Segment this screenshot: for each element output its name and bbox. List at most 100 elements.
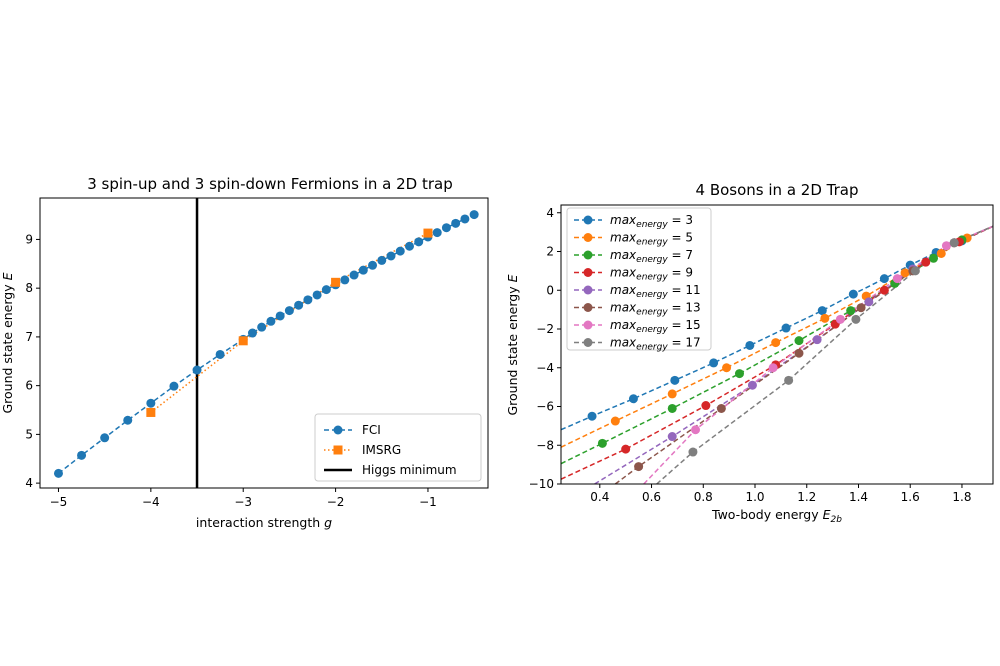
- fci-point: [77, 450, 87, 460]
- boson-point-3: [879, 274, 889, 284]
- boson-point-3: [745, 340, 755, 350]
- boson-point-13: [716, 403, 726, 413]
- boson-legend-marker-9: [583, 268, 593, 277]
- fermion-x-tick-label: −5: [50, 495, 68, 509]
- fci-point: [377, 255, 387, 265]
- boson-y-ticks: −10 −8 −6 −4 −2 0 2 4: [529, 206, 561, 491]
- boson-y-tick-label: −10: [529, 477, 554, 491]
- boson-legend-marker-5: [583, 233, 593, 242]
- fermion-x-axis-label: interaction strength g: [196, 515, 332, 530]
- boson-legend-value: = 3: [668, 213, 693, 227]
- imsrg-point: [331, 277, 341, 287]
- boson-point-3: [709, 358, 719, 368]
- boson-point-5: [771, 338, 781, 348]
- imsrg-point: [146, 407, 156, 417]
- fermion-x-axis-var: g: [324, 515, 332, 530]
- legend-fci-label: FCI: [362, 423, 381, 437]
- fermion-legend-box: [314, 413, 482, 482]
- boson-point-3: [587, 411, 597, 421]
- fermion-x-tick-label: −4: [142, 495, 160, 509]
- boson-point-3: [628, 394, 638, 404]
- boson-legend-label-11: maxenergy = 11: [610, 283, 701, 300]
- boson-legend-label-3: maxenergy = 3: [610, 213, 693, 230]
- boson-legend-value: = 15: [668, 318, 701, 332]
- boson-plot-area: [561, 225, 993, 484]
- boson-x-tick-label: 1.4: [849, 490, 868, 504]
- boson-point-7: [794, 336, 804, 346]
- fermion-x-ticks: −5 −4 −3 −2 −1: [50, 488, 437, 509]
- fci-point: [358, 265, 368, 275]
- fermion-axes-frame: [39, 197, 489, 489]
- fci-point: [215, 349, 225, 359]
- boson-legend-sub: energy: [636, 325, 668, 335]
- boson-point-11: [747, 380, 757, 390]
- boson-y-tick-label: 2: [546, 245, 554, 259]
- boson-legend-sub: energy: [636, 308, 668, 318]
- boson-y-tick-label: 4: [546, 206, 554, 220]
- boson-point-13: [794, 348, 804, 358]
- fci-point: [432, 228, 442, 238]
- boson-point-7: [734, 369, 744, 379]
- boson-point-17: [851, 314, 861, 324]
- boson-legend-value: = 11: [668, 283, 701, 297]
- boson-x-axis-sub: 2b: [831, 515, 843, 525]
- fci-point: [404, 241, 414, 251]
- fermion-x-tick-label: −2: [327, 495, 345, 509]
- boson-point-15: [892, 274, 902, 284]
- fci-point: [146, 398, 156, 408]
- boson-point-17: [949, 238, 959, 248]
- boson-point-17: [688, 447, 698, 457]
- boson-point-15: [768, 363, 778, 373]
- boson-legend-label-5: maxenergy = 5: [610, 231, 693, 248]
- boson-point-3: [670, 375, 680, 385]
- boson-axes-frame: [560, 204, 994, 485]
- fci-point: [349, 270, 359, 280]
- boson-point-5: [610, 416, 620, 426]
- boson-x-axis-label: Two-body energy E2b: [711, 507, 842, 525]
- boson-legend-var: max: [610, 301, 637, 315]
- fci-point: [441, 223, 451, 233]
- boson-legend-var: max: [610, 266, 637, 280]
- fermion-x-axis-label-text: interaction strength: [196, 515, 320, 530]
- fci-point: [266, 316, 276, 326]
- fci-point: [451, 218, 461, 228]
- boson-legend-sub: energy: [636, 238, 668, 248]
- fermion-y-ticks: 4 5 6 7 8 9: [25, 232, 40, 490]
- boson-x-tick-label: 1.8: [952, 490, 971, 504]
- fci-point: [247, 328, 257, 338]
- boson-y-axis-label-text: Ground state energy: [505, 286, 520, 416]
- fermion-y-tick-label: 7: [25, 330, 33, 344]
- boson-legend-label-17: maxenergy = 17: [610, 336, 701, 353]
- fci-point: [395, 246, 405, 256]
- boson-point-7: [667, 403, 677, 413]
- boson-legend-marker-11: [583, 285, 593, 295]
- boson-y-tick-label: −2: [536, 322, 554, 336]
- boson-legend-sub: energy: [636, 220, 668, 230]
- boson-point-5: [722, 363, 732, 373]
- boson-point-7: [846, 306, 856, 316]
- boson-legend-marker-13: [583, 303, 593, 312]
- boson-legend-box: [566, 207, 712, 351]
- fci-point: [53, 468, 63, 478]
- boson-x-tick-label: 0.8: [694, 490, 713, 504]
- boson-x-ticks: 0.4 0.6 0.8 1.0 1.2 1.4 1.6 1.8: [590, 484, 972, 504]
- boson-point-11: [864, 297, 874, 307]
- boson-point-5: [820, 313, 830, 323]
- boson-point-15: [835, 314, 845, 324]
- imsrg-point: [423, 228, 433, 238]
- fci-point: [294, 300, 304, 310]
- boson-legend-value: = 7: [668, 248, 693, 262]
- boson-legend-value: = 17: [668, 336, 701, 350]
- boson-x-tick-label: 0.6: [642, 490, 661, 504]
- boson-legend-var: max: [610, 231, 637, 245]
- fci-point: [257, 322, 267, 332]
- boson-legend-label-7: maxenergy = 7: [610, 248, 693, 265]
- boson-legend-label-13: maxenergy = 13: [610, 301, 701, 318]
- boson-legend-marker-15: [583, 320, 593, 330]
- boson-point-17: [910, 266, 920, 276]
- boson-legend-marker-17: [583, 338, 593, 347]
- boson-point-17: [784, 375, 794, 385]
- fci-point: [469, 210, 479, 220]
